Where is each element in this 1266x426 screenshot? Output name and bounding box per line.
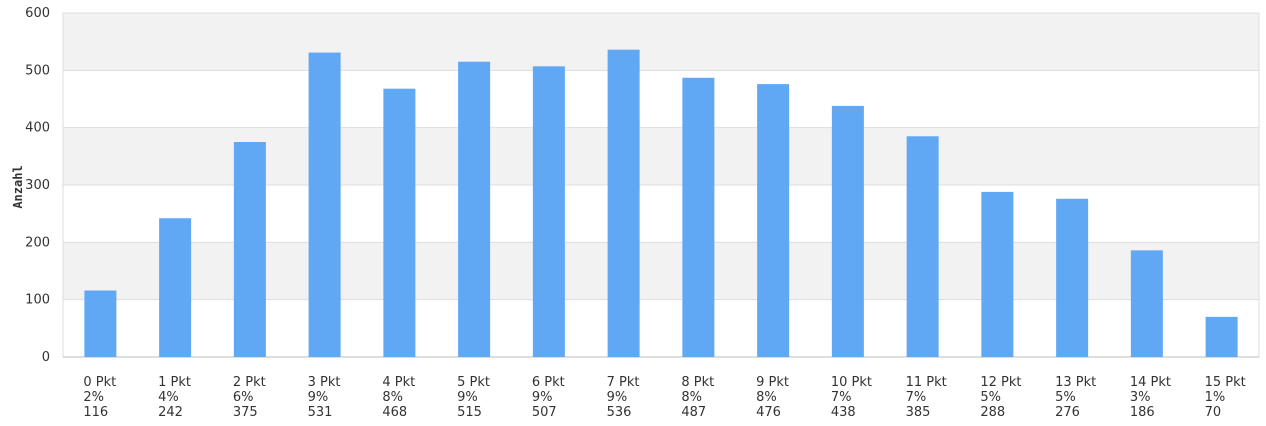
bar: [458, 61, 491, 357]
bar: [1205, 316, 1238, 357]
x-category-label: 0 Pkt: [83, 375, 116, 390]
x-category-label: 3 Pkt: [308, 375, 341, 390]
grid-band: [63, 13, 1259, 71]
bar: [607, 49, 640, 358]
x-percent-label: 1%: [1205, 390, 1226, 405]
y-axis-label: Anzahl: [11, 165, 25, 208]
x-percent-label: 5%: [980, 390, 1001, 405]
bar: [906, 136, 939, 357]
x-category-label: 9 Pkt: [756, 375, 789, 390]
y-tick-label: 500: [25, 63, 50, 78]
x-category-label: 14 Pkt: [1130, 375, 1171, 390]
x-count-label: 70: [1205, 405, 1222, 420]
x-count-label: 536: [607, 405, 632, 420]
x-count-label: 438: [831, 405, 856, 420]
y-tick-label: 200: [25, 235, 50, 250]
x-percent-label: 7%: [906, 390, 927, 405]
bar: [682, 77, 715, 357]
y-axis-ticks: 0 100 200 300 400 500 600: [25, 6, 50, 365]
x-count-label: 487: [681, 405, 706, 420]
x-percent-label: 2%: [83, 390, 104, 405]
x-percent-label: 7%: [831, 390, 852, 405]
bar: [981, 191, 1014, 357]
bar: [159, 218, 192, 357]
y-tick-label: 0: [42, 350, 50, 365]
x-category-label: 12 Pkt: [980, 375, 1021, 390]
x-count-label: 476: [756, 405, 781, 420]
bar: [831, 105, 864, 357]
x-count-label: 375: [233, 405, 258, 420]
x-percent-label: 9%: [532, 390, 553, 405]
x-percent-label: 8%: [756, 390, 777, 405]
x-category-label: 8 Pkt: [681, 375, 714, 390]
bar: [308, 52, 341, 358]
x-percent-label: 6%: [233, 390, 254, 405]
y-tick-label: 300: [25, 178, 50, 193]
x-count-label: 507: [532, 405, 557, 420]
x-category-label: 1 Pkt: [158, 375, 191, 390]
x-category-label: 6 Pkt: [532, 375, 565, 390]
x-percent-label: 5%: [1055, 390, 1076, 405]
x-percent-label: 9%: [607, 390, 628, 405]
x-category-label: 7 Pkt: [607, 375, 640, 390]
x-percent-label: 9%: [457, 390, 478, 405]
bars: [84, 49, 1238, 358]
x-category-label: 15 Pkt: [1205, 375, 1246, 390]
bar: [532, 66, 565, 357]
x-category-label: 10 Pkt: [831, 375, 872, 390]
bar: [1130, 250, 1163, 357]
x-percent-label: 9%: [308, 390, 329, 405]
x-count-label: 385: [906, 405, 931, 420]
x-category-label: 11 Pkt: [906, 375, 947, 390]
x-percent-label: 3%: [1130, 390, 1151, 405]
x-category-label: 4 Pkt: [382, 375, 415, 390]
x-percent-label: 8%: [382, 390, 403, 405]
x-count-label: 276: [1055, 405, 1080, 420]
x-category-label: 5 Pkt: [457, 375, 490, 390]
x-category-label: 13 Pkt: [1055, 375, 1096, 390]
x-count-label: 515: [457, 405, 482, 420]
bar: [1056, 198, 1089, 357]
x-count-label: 186: [1130, 405, 1155, 420]
x-count-label: 242: [158, 405, 183, 420]
y-tick-label: 600: [25, 6, 50, 21]
y-tick-label: 400: [25, 121, 50, 136]
bar: [233, 142, 266, 357]
grid-band: [63, 70, 1259, 128]
bar: [757, 84, 790, 358]
x-percent-label: 4%: [158, 390, 179, 405]
bar: [84, 290, 117, 357]
x-category-label: 2 Pkt: [233, 375, 266, 390]
bar: [383, 88, 416, 358]
y-tick-label: 100: [25, 293, 50, 308]
x-percent-label: 8%: [681, 390, 702, 405]
x-count-label: 468: [382, 405, 407, 420]
x-count-label: 288: [980, 405, 1005, 420]
x-count-label: 116: [83, 405, 108, 420]
x-count-label: 531: [308, 405, 333, 420]
